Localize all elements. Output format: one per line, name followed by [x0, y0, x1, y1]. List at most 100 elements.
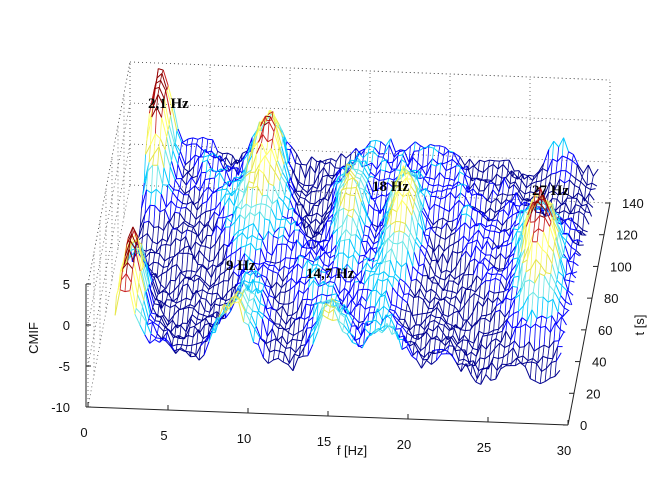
mesh-segment	[268, 295, 275, 299]
mesh-segment	[445, 162, 448, 171]
mesh-segment	[554, 322, 561, 330]
mesh-segment	[243, 176, 246, 193]
mesh-segment	[440, 253, 444, 273]
mesh-segment	[538, 327, 541, 348]
mesh-segment	[442, 208, 445, 219]
mesh-segment	[395, 180, 398, 189]
mesh-segment	[367, 257, 374, 263]
mesh-segment	[362, 172, 369, 181]
mesh-segment	[392, 242, 398, 245]
mesh-segment	[335, 267, 338, 276]
mesh-segment	[185, 207, 192, 213]
mesh-segment	[227, 197, 230, 217]
mesh-segment	[556, 241, 563, 257]
mesh-segment	[289, 224, 292, 238]
mesh-segment	[435, 162, 442, 167]
mesh-segment	[424, 292, 427, 299]
mesh-segment	[215, 293, 218, 300]
mesh-segment	[311, 320, 318, 328]
mesh-segment	[376, 194, 382, 199]
mesh-segment	[532, 291, 539, 299]
mesh-segment	[196, 264, 199, 273]
mesh-segment	[148, 145, 151, 163]
mesh-segment	[291, 277, 297, 285]
mesh-segment	[197, 162, 203, 176]
mesh-segment	[458, 162, 464, 170]
mesh-segment	[163, 167, 170, 185]
mesh-segment	[472, 343, 475, 349]
mesh-segment	[442, 178, 446, 187]
mesh-segment	[181, 222, 184, 234]
mesh-segment	[285, 257, 291, 259]
mesh-segment	[203, 149, 206, 158]
mesh-segment	[494, 342, 500, 349]
mesh-segment	[538, 296, 544, 299]
mesh-segment	[489, 159, 495, 162]
mesh-segment	[377, 247, 384, 260]
mesh-segment	[249, 137, 255, 148]
mesh-segment	[357, 159, 360, 170]
mesh-segment	[321, 197, 324, 218]
mesh-segment	[172, 252, 179, 258]
mesh-segment	[519, 180, 522, 190]
mesh-segment	[562, 307, 565, 317]
mesh-segment	[389, 248, 392, 261]
mesh-segment	[402, 241, 409, 251]
mesh-segment	[290, 339, 293, 348]
mesh-segment	[359, 303, 366, 310]
mesh-segment	[448, 243, 455, 247]
mesh-segment	[438, 340, 441, 353]
mesh-segment	[192, 166, 195, 178]
mesh-segment	[137, 283, 140, 295]
mesh-segment	[284, 160, 291, 178]
mesh-segment	[244, 253, 250, 259]
mesh-segment	[464, 196, 471, 207]
mesh-segment	[374, 296, 381, 308]
mesh-segment	[353, 208, 360, 217]
mesh-segment	[326, 267, 333, 273]
mesh-segment	[501, 242, 504, 247]
mesh-segment	[132, 268, 138, 295]
mesh-segment	[480, 280, 486, 286]
mesh-segment	[170, 266, 173, 281]
mesh-segment	[566, 258, 573, 274]
mesh-segment	[198, 245, 201, 251]
mesh-segment	[499, 204, 502, 210]
mesh-segment	[380, 161, 383, 170]
mesh-segment	[471, 311, 474, 327]
mesh-segment	[520, 271, 527, 289]
mesh-segment	[448, 150, 454, 153]
mesh-segment	[298, 215, 304, 220]
mesh-segment	[562, 155, 568, 159]
mesh-segment	[250, 314, 257, 327]
mesh-segment	[300, 188, 303, 192]
mesh-segment	[266, 307, 272, 310]
mesh-segment	[158, 87, 165, 100]
mesh-segment	[346, 163, 352, 167]
mesh-segment	[390, 138, 397, 153]
mesh-segment	[245, 289, 251, 293]
mesh-segment	[237, 230, 240, 237]
mesh-segment	[530, 309, 533, 329]
mesh-segment	[257, 169, 260, 187]
mesh-segment	[251, 234, 258, 240]
mesh-segment	[496, 173, 503, 179]
mesh-segment	[436, 220, 439, 227]
mesh-segment	[312, 233, 319, 238]
mesh-segment	[294, 316, 300, 321]
mesh-segment	[349, 281, 352, 293]
mesh-segment	[266, 319, 270, 337]
mesh-segment	[441, 336, 447, 343]
mesh-segment	[443, 322, 446, 326]
mesh-segment	[483, 183, 490, 191]
mesh-segment	[246, 169, 252, 174]
mesh-segment	[356, 228, 363, 242]
mesh-segment	[398, 281, 405, 295]
mesh-segment	[255, 312, 258, 327]
mesh-segment	[237, 198, 244, 208]
mesh-segment	[586, 164, 589, 186]
mesh-segment	[520, 226, 527, 252]
mesh-segment	[458, 156, 461, 163]
mesh-segment	[332, 282, 335, 287]
mesh-segment	[517, 234, 524, 259]
